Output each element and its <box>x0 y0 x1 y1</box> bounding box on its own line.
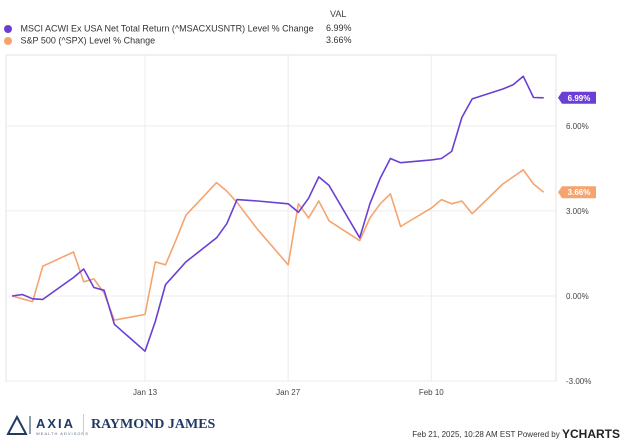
x-tick-label: Feb 10 <box>419 388 444 397</box>
end-label-msci-text: 6.99% <box>568 94 591 103</box>
legend-marker-msci <box>4 24 12 33</box>
legend-label-msci: MSCI ACWI Ex USA Net Total Return (^MSAC… <box>20 23 314 34</box>
end-label-sp500-text: 3.66% <box>568 188 591 197</box>
axia-mark-icon <box>6 414 31 435</box>
legend-marker-sp500 <box>4 36 12 45</box>
x-tick-label: Jan 27 <box>276 388 301 397</box>
plot-area <box>5 54 557 382</box>
series-line-sp500 <box>11 169 545 321</box>
y-tick-label: 6.00% <box>566 122 589 131</box>
end-label-msci-tag <box>558 91 596 104</box>
legend-label-sp500: S&P 500 (^SPX) Level % Change <box>20 35 156 46</box>
ycharts-logo[interactable]: YCHARTS <box>561 427 620 441</box>
gridlines <box>6 55 556 382</box>
end-label-sp500-tag <box>558 186 596 199</box>
legend-item-msci[interactable]: MSCI ACWI Ex USA Net Total Return (^MSAC… <box>4 22 352 34</box>
legend-value-sp500: 3.66% <box>326 35 352 45</box>
end-value-labels: 6.99% 3.66% <box>558 91 596 199</box>
series-line-msci <box>11 75 544 352</box>
y-axis-labels: 6.00% 3.00% 0.00% -3.00% <box>566 122 591 386</box>
legend-value-msci: 6.99% <box>326 23 352 33</box>
end-label-sp500: 3.66% <box>558 186 596 199</box>
x-axis-labels: Jan 13 Jan 27 Feb 10 <box>133 388 444 397</box>
chart-legend: VAL MSCI ACWI Ex USA Net Total Return (^… <box>0 0 360 50</box>
logo-divider <box>83 414 84 436</box>
series-lines <box>11 75 545 352</box>
legend-item-sp500[interactable]: S&P 500 (^SPX) Level % Change 3.66% <box>4 34 352 46</box>
x-tick-label: Jan 13 <box>133 388 158 397</box>
y-tick-label: -3.00% <box>566 377 591 386</box>
axia-subtitle: WEALTH ADVISORS <box>36 431 89 436</box>
raymond-james-logo: RAYMOND JAMES <box>91 417 216 432</box>
y-tick-label: 3.00% <box>566 207 589 216</box>
axia-brand-text: AXIA <box>36 416 76 431</box>
end-label-msci: 6.99% <box>558 91 596 104</box>
chart-timestamp: Feb 21, 2025, 10:28 AM EST Powered by <box>412 430 560 439</box>
legend-value-header: VAL <box>330 9 347 19</box>
y-tick-label: 0.00% <box>566 292 589 301</box>
ycharts-attribution: Feb 21, 2025, 10:28 AM EST Powered by YC… <box>412 427 620 441</box>
